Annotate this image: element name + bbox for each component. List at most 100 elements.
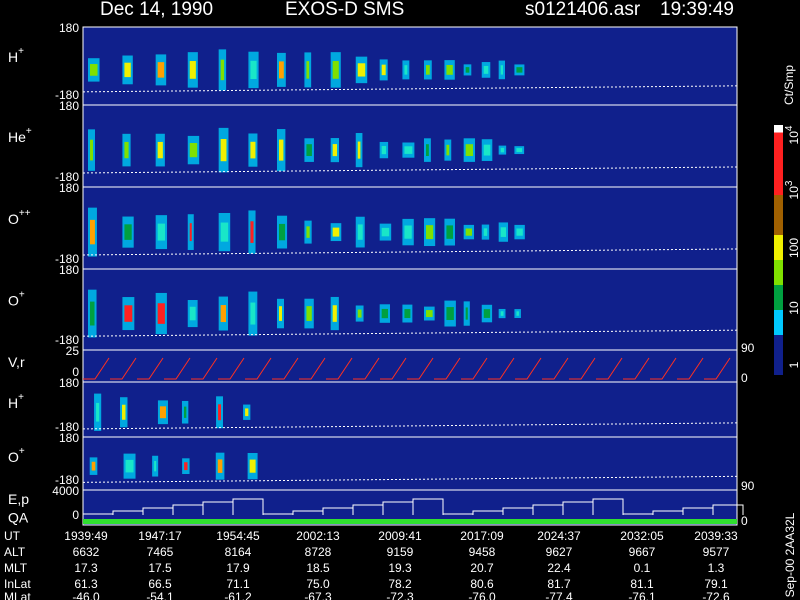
colorbar-segment	[774, 335, 783, 375]
row-label: ALT	[4, 545, 26, 559]
blob	[217, 459, 223, 473]
blob	[446, 225, 454, 239]
blob	[404, 309, 411, 319]
blob	[250, 302, 256, 325]
qa-band	[83, 519, 737, 524]
y-top: 180	[59, 99, 79, 113]
blob	[250, 60, 257, 79]
date: Dec 14, 1990	[100, 0, 213, 20]
track-line	[82, 166, 738, 174]
cell: 61.3	[74, 577, 98, 591]
blob	[465, 144, 474, 156]
blob	[279, 139, 284, 161]
blob	[357, 141, 361, 159]
cell: 71.1	[226, 577, 250, 591]
y-top: 180	[59, 263, 79, 277]
cell: 2032:05	[620, 529, 664, 543]
colorbar-label-base: 100	[787, 238, 800, 258]
track-line	[82, 475, 738, 483]
label-text: V,r	[8, 354, 25, 370]
panel	[82, 381, 738, 438]
cell: 8728	[305, 545, 332, 559]
label-sup: +	[19, 446, 25, 457]
blob	[250, 221, 254, 243]
blob	[426, 225, 434, 240]
blob	[332, 227, 340, 237]
blob	[426, 65, 430, 75]
blob	[124, 305, 133, 322]
y-bottom: -180	[55, 252, 79, 266]
cell: 80.6	[470, 577, 494, 591]
colorbar-label: 103	[784, 180, 800, 199]
blob	[245, 408, 249, 417]
cell: 81.1	[630, 577, 654, 591]
cell: 0.1	[634, 561, 651, 575]
blob	[279, 61, 284, 79]
blob	[381, 227, 390, 237]
row-label: InLat	[4, 577, 31, 591]
colorbar-segment	[774, 132, 783, 195]
label-sup: +	[18, 392, 24, 403]
blob	[90, 219, 95, 245]
cell: 22.4	[547, 561, 571, 575]
cell: -72.6	[702, 590, 730, 600]
blob	[306, 306, 312, 321]
cell: 1939:49	[64, 529, 108, 543]
colorbar-label: 1	[787, 361, 800, 368]
label-text: O	[8, 211, 19, 227]
blob	[124, 224, 132, 240]
cell: 9577	[703, 545, 730, 559]
blob	[426, 144, 429, 156]
blob	[218, 404, 221, 421]
track-line	[82, 85, 738, 93]
blob	[332, 144, 338, 157]
blob	[332, 61, 339, 79]
blob	[220, 138, 227, 162]
blob	[189, 143, 198, 158]
colorbar-segment	[774, 235, 783, 260]
blob	[500, 227, 507, 237]
blob	[483, 309, 491, 318]
blob	[465, 228, 473, 236]
blob	[306, 226, 310, 238]
y-bottom: -180	[55, 333, 79, 347]
cell: 19.3	[388, 561, 412, 575]
blob	[122, 404, 126, 420]
colorbar-segment	[774, 285, 783, 310]
y-top: 4000	[52, 484, 79, 498]
cell: -46.0	[72, 590, 100, 600]
y-right-bottom: 90	[741, 479, 755, 493]
cell: 2009:41	[378, 529, 422, 543]
blob	[90, 64, 98, 76]
y-bottom: 0	[72, 365, 79, 379]
colorbar-label-base: 10	[787, 186, 800, 200]
cell: 9667	[629, 545, 656, 559]
blob	[306, 144, 312, 157]
blob	[404, 65, 408, 75]
blob	[90, 139, 93, 161]
y-top: 25	[66, 344, 80, 358]
colorbar-label-base: 10	[787, 131, 800, 145]
cell: 79.1	[704, 577, 728, 591]
colorbar-label: 104	[784, 125, 800, 144]
blob	[446, 307, 454, 321]
panel-label: O++	[8, 207, 31, 226]
blob	[500, 147, 505, 153]
blob	[184, 462, 188, 471]
blob	[157, 141, 163, 159]
track-line	[82, 248, 738, 256]
cell: 75.0	[306, 577, 330, 591]
blob	[381, 64, 386, 76]
blob	[500, 65, 503, 75]
label-sup: +	[26, 125, 32, 136]
colorbar-label-base: 10	[787, 301, 800, 315]
blob	[125, 459, 134, 473]
instrument: EXOS-D SMS	[285, 0, 404, 20]
blob	[332, 305, 337, 322]
blob	[124, 141, 129, 159]
cell: 17.9	[226, 561, 250, 575]
label-text: He	[8, 129, 26, 145]
cell: 2002:13	[296, 529, 340, 543]
panel-label: E,p	[8, 491, 29, 507]
